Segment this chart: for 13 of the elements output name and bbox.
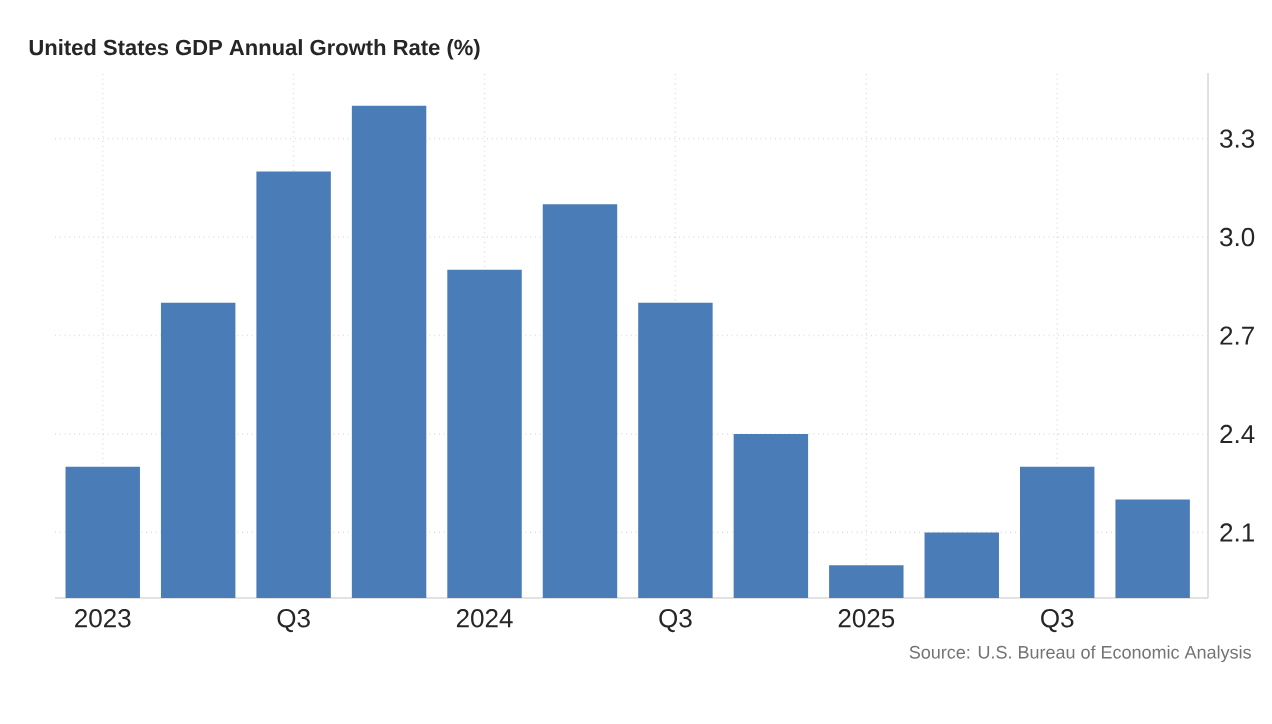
- y-tick-label: 2.1: [1220, 523, 1254, 542]
- x-tick-label: Q3: [1041, 609, 1074, 633]
- x-tick-label: 2024: [456, 609, 513, 628]
- y-tick-label: 3.0: [1220, 227, 1255, 247]
- source-note: Source: U.S. Bureau of Economic Analysis: [909, 645, 1251, 663]
- y-tick-label: 2.7: [1220, 326, 1254, 345]
- x-tick-label: Q3: [277, 609, 310, 633]
- x-tick-label: Q3: [659, 609, 692, 633]
- chart-title: United States GDP Annual Growth Rate (%): [29, 39, 480, 60]
- y-tick-label: 2.4: [1220, 424, 1255, 444]
- x-tick-label: 2023: [75, 609, 131, 628]
- x-tick-label: 2025: [838, 609, 895, 628]
- y-tick-label: 3.3: [1220, 129, 1255, 148]
